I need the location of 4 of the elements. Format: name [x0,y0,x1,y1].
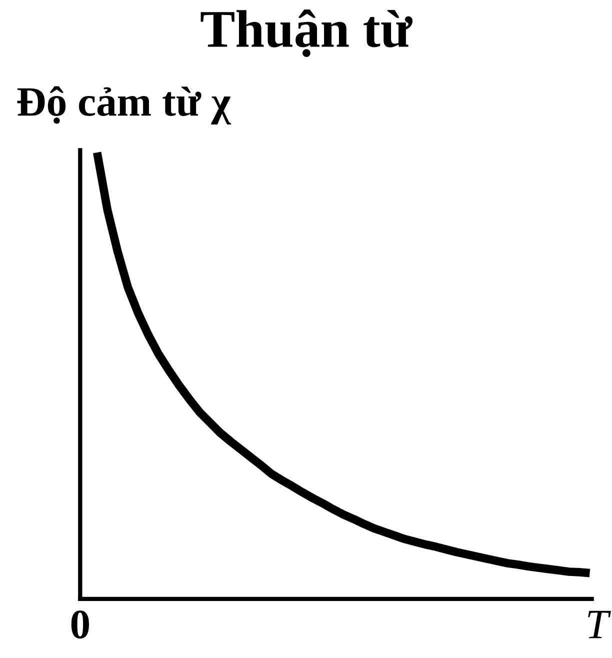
y-axis-title: Độ cảm từ χ [17,86,231,124]
x-axis-title: T [588,610,611,638]
chart-title: Thuận từ [200,9,413,58]
text: 0 [71,610,89,639]
